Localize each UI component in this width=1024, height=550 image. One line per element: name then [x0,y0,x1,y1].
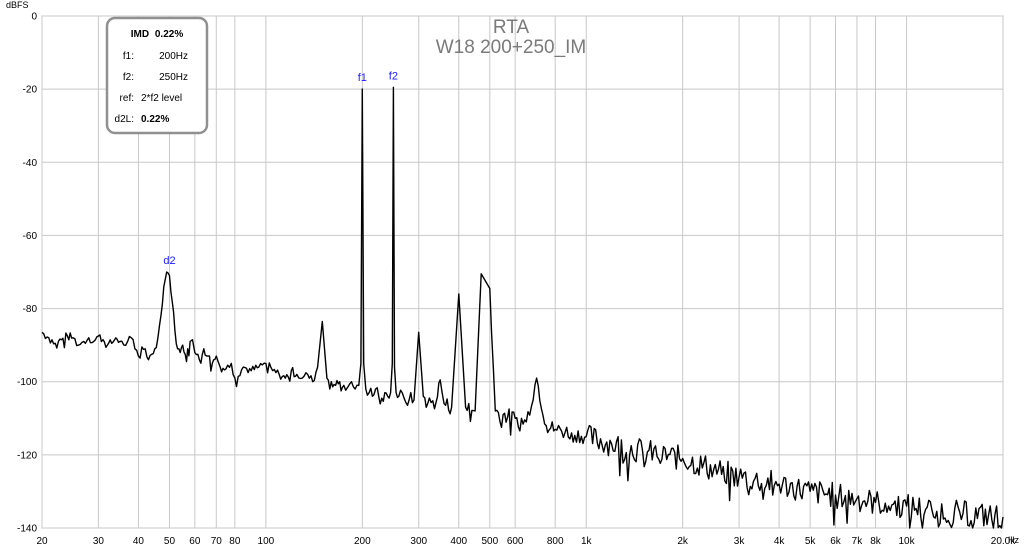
x-tick-label: 100 [258,536,275,547]
x-tick-label: 40 [133,536,145,547]
x-tick-label: 20 [36,536,48,547]
x-tick-label: 50 [164,536,176,547]
legend-row-label: ref: [120,93,134,104]
x-tick-label: 200 [354,536,371,547]
legend-row-label: f2: [123,72,134,83]
legend-row-label: f1: [123,51,134,62]
x-tick-label: 2k [677,536,689,547]
y-axis-unit: dBFS [6,0,29,10]
peak-annotations: d2 f1 f2 [163,70,398,267]
y-tick-label: -60 [23,231,38,242]
legend-rows: f1: 200Hz f2: 250Hz ref: 2*f2 level d2L: 0.22% [115,51,188,125]
peak-label-f1: f1 [358,72,367,84]
y-tick-label: -120 [17,450,37,461]
x-tick-label: 70 [211,536,223,547]
peak-label-d2: d2 [163,255,175,267]
spectrum-line [41,86,1004,529]
legend-row-value: 0.22% [141,114,169,125]
legend-row-value: 250Hz [159,72,188,83]
x-tick-label: 20.0k [991,536,1016,547]
y-tick-label: -140 [17,524,37,535]
legend-row-value: 200Hz [159,51,188,62]
imd-legend-box: IMD 0.22% f1: 200Hz f2: 250Hz ref: 2*f2 level… [105,16,209,135]
x-tick-label: 500 [481,536,498,547]
x-tick-label: 10k [899,536,916,547]
x-tick-label: 30 [93,536,105,547]
y-tick-labels: 0 -20 -40 -60 -80 -100 -120 -140 [17,12,37,535]
x-tick-label: 8k [870,536,882,547]
x-tick-label: 400 [450,536,467,547]
x-tick-label: 60 [189,536,201,547]
legend-frame [105,16,209,135]
chart-title: RTA [493,17,530,38]
x-tick-label: 1k [581,536,593,547]
x-tick-label: 600 [507,536,524,547]
x-tick-label: 5k [805,536,817,547]
legend-title: IMD 0.22% [131,29,184,40]
x-tick-label: 7k [852,536,864,547]
x-tick-label: 3k [734,536,746,547]
legend-title-value: 0.22% [155,29,183,40]
y-tick-label: -100 [17,377,37,388]
x-tick-label: 80 [229,536,241,547]
peak-label-f2: f2 [389,70,398,82]
chart-subtitle: W18 200+250_IM [436,37,587,58]
y-tick-label: -20 [23,85,38,96]
x-tick-label: 300 [410,536,427,547]
legend-row-value: 2*f2 level [141,93,182,104]
y-tick-label: 0 [31,12,37,23]
x-tick-label: 6k [830,536,842,547]
x-tick-label: 800 [547,536,564,547]
y-tick-label: -40 [23,158,38,169]
legend-title-label: IMD [131,29,149,40]
legend-row-label: d2L: [115,114,134,125]
x-axis-unit: Hz [1008,535,1019,545]
x-tick-label: 4k [774,536,786,547]
y-tick-label: -80 [23,304,38,315]
x-tick-labels: 20 30 40 50 60 70 80 100 200 300 400 500 600 800 1k 2k 3… [36,536,1016,547]
